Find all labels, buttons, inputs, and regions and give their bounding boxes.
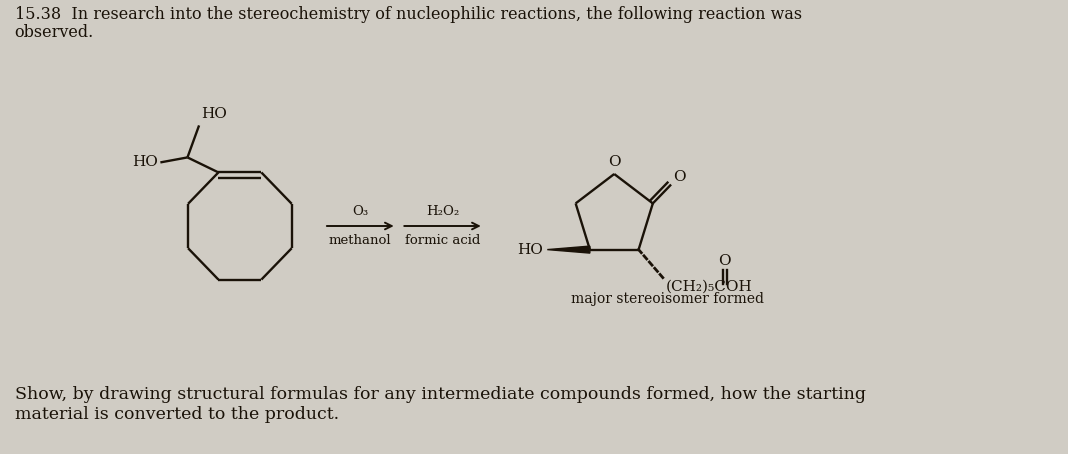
Text: H₂O₂: H₂O₂	[426, 205, 459, 218]
Text: O: O	[673, 170, 686, 184]
Text: material is converted to the product.: material is converted to the product.	[15, 406, 339, 423]
Text: HO: HO	[518, 242, 544, 257]
Text: formic acid: formic acid	[405, 234, 481, 247]
Text: (CH₂)₅COH: (CH₂)₅COH	[665, 280, 753, 294]
Text: HO: HO	[201, 108, 226, 121]
Text: methanol: methanol	[329, 234, 392, 247]
Text: O₃: O₃	[352, 205, 368, 218]
Text: major stereoisomer formed: major stereoisomer formed	[571, 292, 764, 306]
Text: 15.38  In research into the stereochemistry of nucleophilic reactions, the follo: 15.38 In research into the stereochemist…	[15, 6, 802, 23]
Text: O: O	[608, 155, 621, 169]
Text: observed.: observed.	[15, 24, 94, 41]
Text: HO: HO	[132, 155, 158, 169]
Polygon shape	[547, 246, 590, 253]
Text: Show, by drawing structural formulas for any intermediate compounds formed, how : Show, by drawing structural formulas for…	[15, 386, 865, 403]
Text: O: O	[719, 254, 731, 267]
